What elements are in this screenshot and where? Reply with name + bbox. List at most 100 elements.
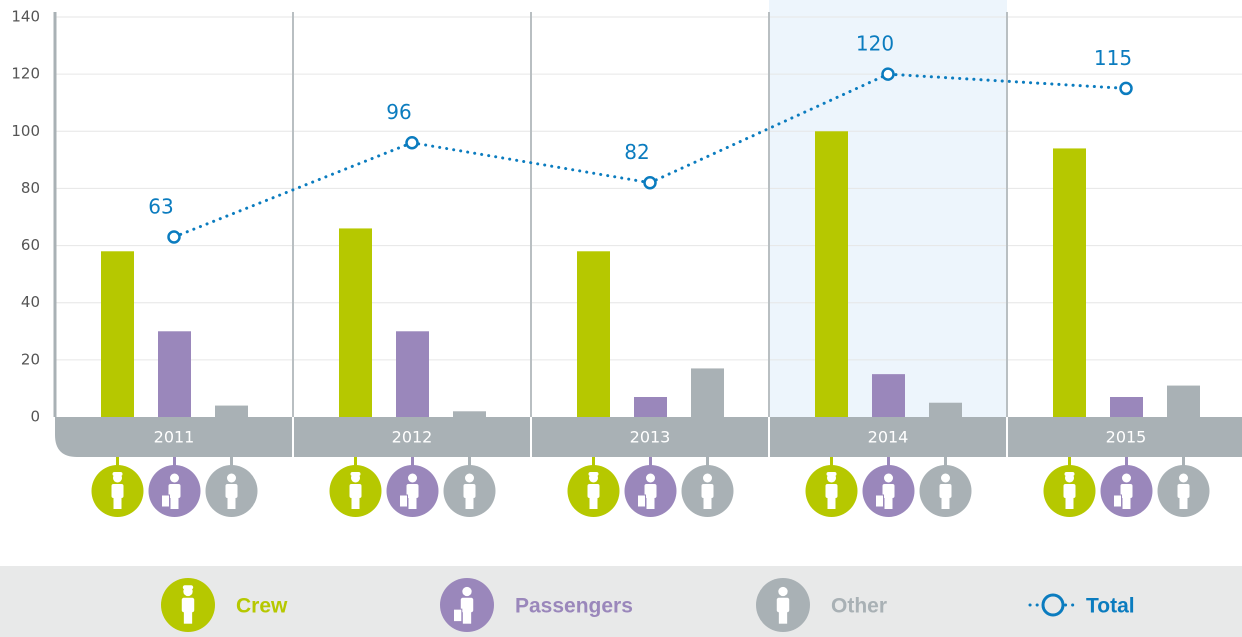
x-tick-label: 2013: [630, 428, 671, 447]
total-point: [167, 230, 181, 244]
icon-legs: [589, 497, 598, 509]
data-label: 120: [856, 32, 894, 56]
icon-body: [225, 484, 238, 498]
icon-legs: [1179, 497, 1188, 509]
total-point: [881, 67, 895, 81]
y-tick-label: 80: [21, 179, 40, 197]
icon-head: [170, 473, 179, 483]
icon-legs: [465, 497, 474, 509]
icon-helmet: [112, 472, 123, 476]
icon-legs: [113, 497, 122, 509]
icon-helmet: [350, 472, 361, 476]
icon-legs: [1065, 497, 1074, 509]
data-label: 96: [386, 100, 411, 124]
icon-head: [941, 473, 950, 483]
highlight-band: [769, 0, 1007, 417]
total-point: [643, 175, 657, 190]
icon-head: [703, 473, 712, 483]
icon-bag: [399, 494, 408, 508]
total-point: [1119, 81, 1133, 96]
icon-legs: [408, 497, 417, 509]
bar: [815, 131, 848, 418]
icon-helmet: [182, 585, 194, 590]
bar: [396, 331, 429, 417]
icon-helmet: [588, 472, 599, 476]
bar: [634, 397, 667, 417]
icon-body: [776, 597, 790, 613]
icon-body: [587, 484, 600, 498]
bar: [872, 374, 905, 417]
icon-head: [884, 473, 893, 483]
category-band: [55, 417, 1242, 457]
icon-body: [644, 484, 657, 498]
y-tick-label: 140: [11, 8, 40, 26]
icon-body: [168, 484, 181, 498]
icon-body: [460, 597, 474, 613]
icon-head: [646, 473, 655, 483]
icon-head: [778, 586, 788, 597]
icon-body: [111, 484, 124, 498]
icon-bag: [875, 494, 884, 508]
y-tick-label: 0: [30, 408, 40, 426]
icon-head: [1122, 473, 1131, 483]
bar: [929, 402, 962, 417]
y-tick-label: 40: [21, 293, 40, 311]
y-tick-label: 100: [11, 122, 40, 140]
legend-label: Crew: [236, 595, 288, 618]
x-tick-label: 2011: [154, 428, 195, 447]
icon-body: [939, 484, 952, 498]
data-label: 63: [148, 195, 173, 219]
icon-head: [1179, 473, 1188, 483]
legend-item: Passengers: [440, 578, 633, 632]
bar: [1167, 385, 1200, 417]
legend-item: Crew: [161, 578, 288, 632]
icon-legs: [227, 497, 236, 509]
icon-bag: [161, 494, 170, 508]
icon-helmet: [1064, 472, 1075, 476]
y-tick-label: 60: [21, 236, 40, 254]
legend-label: Passengers: [515, 595, 633, 618]
icon-head: [408, 473, 417, 483]
bar: [1110, 397, 1143, 417]
icon-body: [463, 484, 476, 498]
bar: [691, 368, 724, 417]
icon-head: [462, 586, 472, 597]
icon-body: [1177, 484, 1190, 498]
bar: [577, 251, 610, 417]
icon-legs: [941, 497, 950, 509]
icon-helmet: [826, 472, 837, 476]
bar: [1053, 148, 1086, 417]
icon-legs: [183, 611, 193, 624]
x-tick-label: 2014: [868, 428, 909, 447]
icon-legs: [778, 611, 788, 624]
bar: [101, 251, 134, 417]
icon-legs: [170, 497, 179, 509]
icon-body: [349, 484, 362, 498]
legend-item: Other: [756, 578, 887, 632]
icon-body: [825, 484, 838, 498]
legend-item: Total: [1028, 593, 1135, 618]
icon-body: [181, 597, 195, 613]
icon-body: [701, 484, 714, 498]
bar: [339, 228, 372, 417]
icon-legs: [1122, 497, 1131, 509]
bar: [158, 331, 191, 417]
data-label: 115: [1094, 46, 1132, 70]
icon-legs: [646, 497, 655, 509]
legend-marker: [1041, 593, 1065, 617]
x-tick-label: 2012: [392, 428, 433, 447]
bar: [453, 411, 486, 417]
icon-legs: [827, 497, 836, 509]
y-tick-label: 20: [21, 350, 40, 368]
icon-bag: [1113, 494, 1122, 508]
icon-head: [465, 473, 474, 483]
icon-bag: [453, 608, 463, 623]
icon-body: [882, 484, 895, 498]
bar: [215, 405, 248, 417]
legend-label: Other: [831, 595, 887, 618]
total-point: [405, 135, 419, 150]
icon-head: [227, 473, 236, 483]
icon-legs: [884, 497, 893, 509]
icon-body: [1063, 484, 1076, 498]
